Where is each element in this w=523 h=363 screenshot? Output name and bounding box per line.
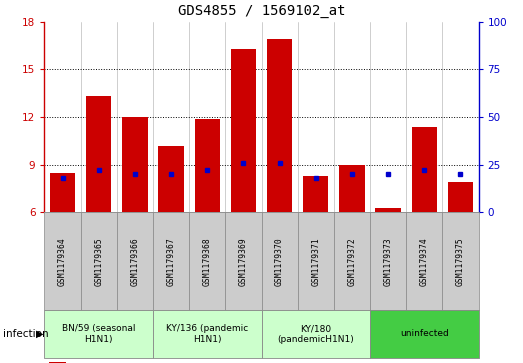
Text: infection: infection: [3, 329, 48, 339]
Text: GSM1179366: GSM1179366: [130, 237, 140, 286]
Bar: [158, 146, 184, 212]
Bar: [86, 97, 111, 212]
Bar: [376, 208, 401, 212]
Bar: [189, 212, 225, 310]
Text: GSM1179369: GSM1179369: [239, 237, 248, 286]
Text: GSM1179372: GSM1179372: [347, 237, 357, 286]
Bar: [370, 310, 479, 358]
Text: KY/180
(pandemicH1N1): KY/180 (pandemicH1N1): [277, 324, 354, 344]
Bar: [231, 49, 256, 212]
Bar: [262, 212, 298, 310]
Text: GSM1179375: GSM1179375: [456, 237, 465, 286]
Bar: [122, 117, 147, 212]
Bar: [406, 212, 442, 310]
Bar: [370, 212, 406, 310]
Text: uninfected: uninfected: [400, 330, 449, 338]
Bar: [117, 212, 153, 310]
Bar: [225, 212, 262, 310]
Bar: [153, 310, 262, 358]
Bar: [334, 212, 370, 310]
Text: BN/59 (seasonal
H1N1): BN/59 (seasonal H1N1): [62, 324, 135, 344]
Bar: [339, 165, 365, 212]
Bar: [195, 119, 220, 212]
Bar: [298, 212, 334, 310]
Text: GSM1179371: GSM1179371: [311, 237, 320, 286]
Bar: [267, 39, 292, 212]
Text: GSM1179368: GSM1179368: [203, 237, 212, 286]
Bar: [262, 310, 370, 358]
Text: GSM1179364: GSM1179364: [58, 237, 67, 286]
Bar: [44, 310, 153, 358]
Bar: [153, 212, 189, 310]
Text: GSM1179370: GSM1179370: [275, 237, 284, 286]
Text: GSM1179373: GSM1179373: [383, 237, 393, 286]
Text: ▶: ▶: [36, 329, 43, 339]
Text: GSM1179367: GSM1179367: [166, 237, 176, 286]
Bar: [44, 212, 81, 310]
Text: KY/136 (pandemic
H1N1): KY/136 (pandemic H1N1): [166, 324, 248, 344]
Title: GDS4855 / 1569102_at: GDS4855 / 1569102_at: [178, 4, 345, 18]
Bar: [50, 173, 75, 212]
Bar: [303, 176, 328, 212]
Text: GSM1179374: GSM1179374: [420, 237, 429, 286]
Bar: [442, 212, 479, 310]
Bar: [49, 362, 66, 363]
Bar: [412, 127, 437, 212]
Bar: [81, 212, 117, 310]
Bar: [448, 182, 473, 212]
Text: GSM1179365: GSM1179365: [94, 237, 103, 286]
